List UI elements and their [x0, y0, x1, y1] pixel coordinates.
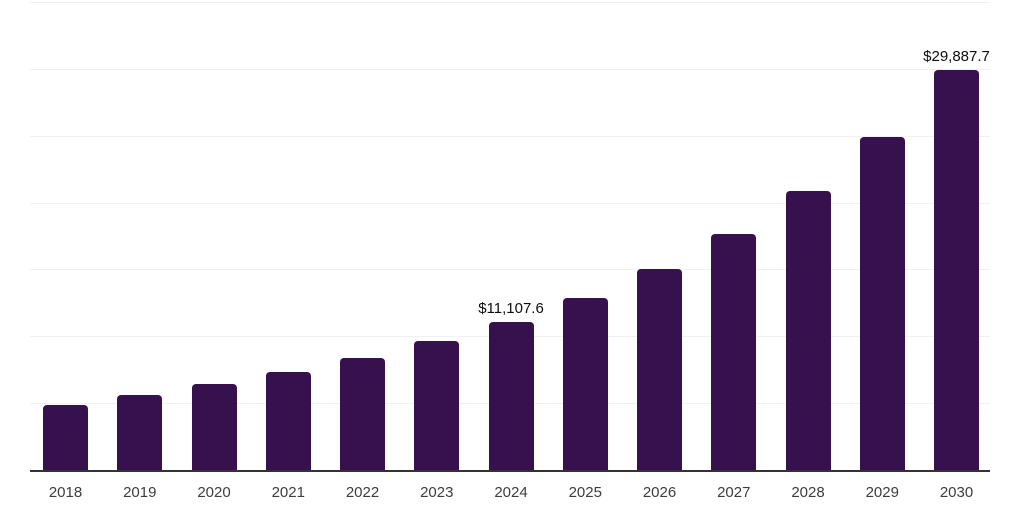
bar-column — [562, 298, 608, 470]
bar-2028 — [785, 191, 831, 470]
bar-2021 — [265, 372, 311, 470]
bar-column — [191, 383, 237, 470]
bar-column — [43, 404, 88, 470]
bar-value-label: $11,107.6 — [478, 299, 544, 317]
x-tick-label: 2018 — [48, 484, 83, 501]
gridline — [30, 68, 990, 70]
bar-column — [340, 357, 385, 470]
gridline — [30, 2, 990, 3]
bar-2019 — [117, 395, 163, 470]
x-tick-label: 2028 — [791, 484, 825, 501]
bar-column — [414, 340, 460, 470]
x-tick-label: 2025 — [568, 484, 602, 501]
bars-container: $11,107.6 $29,887.7 — [30, 2, 990, 470]
bar-column — [859, 137, 905, 470]
bar-column: $11,107.6 — [478, 301, 544, 470]
bar-2025 — [562, 298, 608, 470]
bar-2018 — [43, 404, 88, 470]
plot-area: $11,107.6 $29,887.7 — [30, 2, 990, 470]
bar-column — [785, 191, 831, 470]
bar-value-label: $29,887.7 — [923, 48, 990, 66]
bar-2029 — [859, 137, 905, 470]
x-tick-label: 2019 — [123, 484, 157, 501]
x-axis: 2018 2019 2020 2021 2022 2023 2024 2025 2026 2027… — [30, 470, 990, 501]
bar-2020 — [191, 383, 237, 470]
gridline — [30, 202, 990, 204]
x-tick-label: 2027 — [717, 484, 751, 501]
bar-2022 — [340, 357, 385, 470]
bar-2024 — [488, 321, 534, 470]
bar-2030 — [934, 70, 979, 470]
bar-column — [265, 372, 311, 470]
x-tick-label: 2020 — [197, 484, 231, 501]
bar-column — [711, 234, 757, 470]
bar-2027 — [711, 234, 757, 470]
x-tick-label: 2026 — [642, 484, 677, 501]
x-tick-label: 2029 — [865, 484, 899, 501]
x-tick-label: 2030 — [939, 484, 974, 501]
bar-column — [637, 269, 682, 470]
bar-2023 — [414, 340, 460, 470]
gridline — [30, 135, 990, 137]
x-tick-label: 2023 — [420, 484, 454, 501]
gridline — [30, 269, 990, 271]
bar-column: $29,887.7 — [923, 49, 990, 470]
x-tick-label: 2024 — [494, 484, 528, 501]
bar-2026 — [637, 269, 682, 470]
x-tick-label: 2022 — [345, 484, 380, 501]
x-tick-label: 2021 — [271, 484, 305, 501]
bar-column — [117, 395, 163, 470]
